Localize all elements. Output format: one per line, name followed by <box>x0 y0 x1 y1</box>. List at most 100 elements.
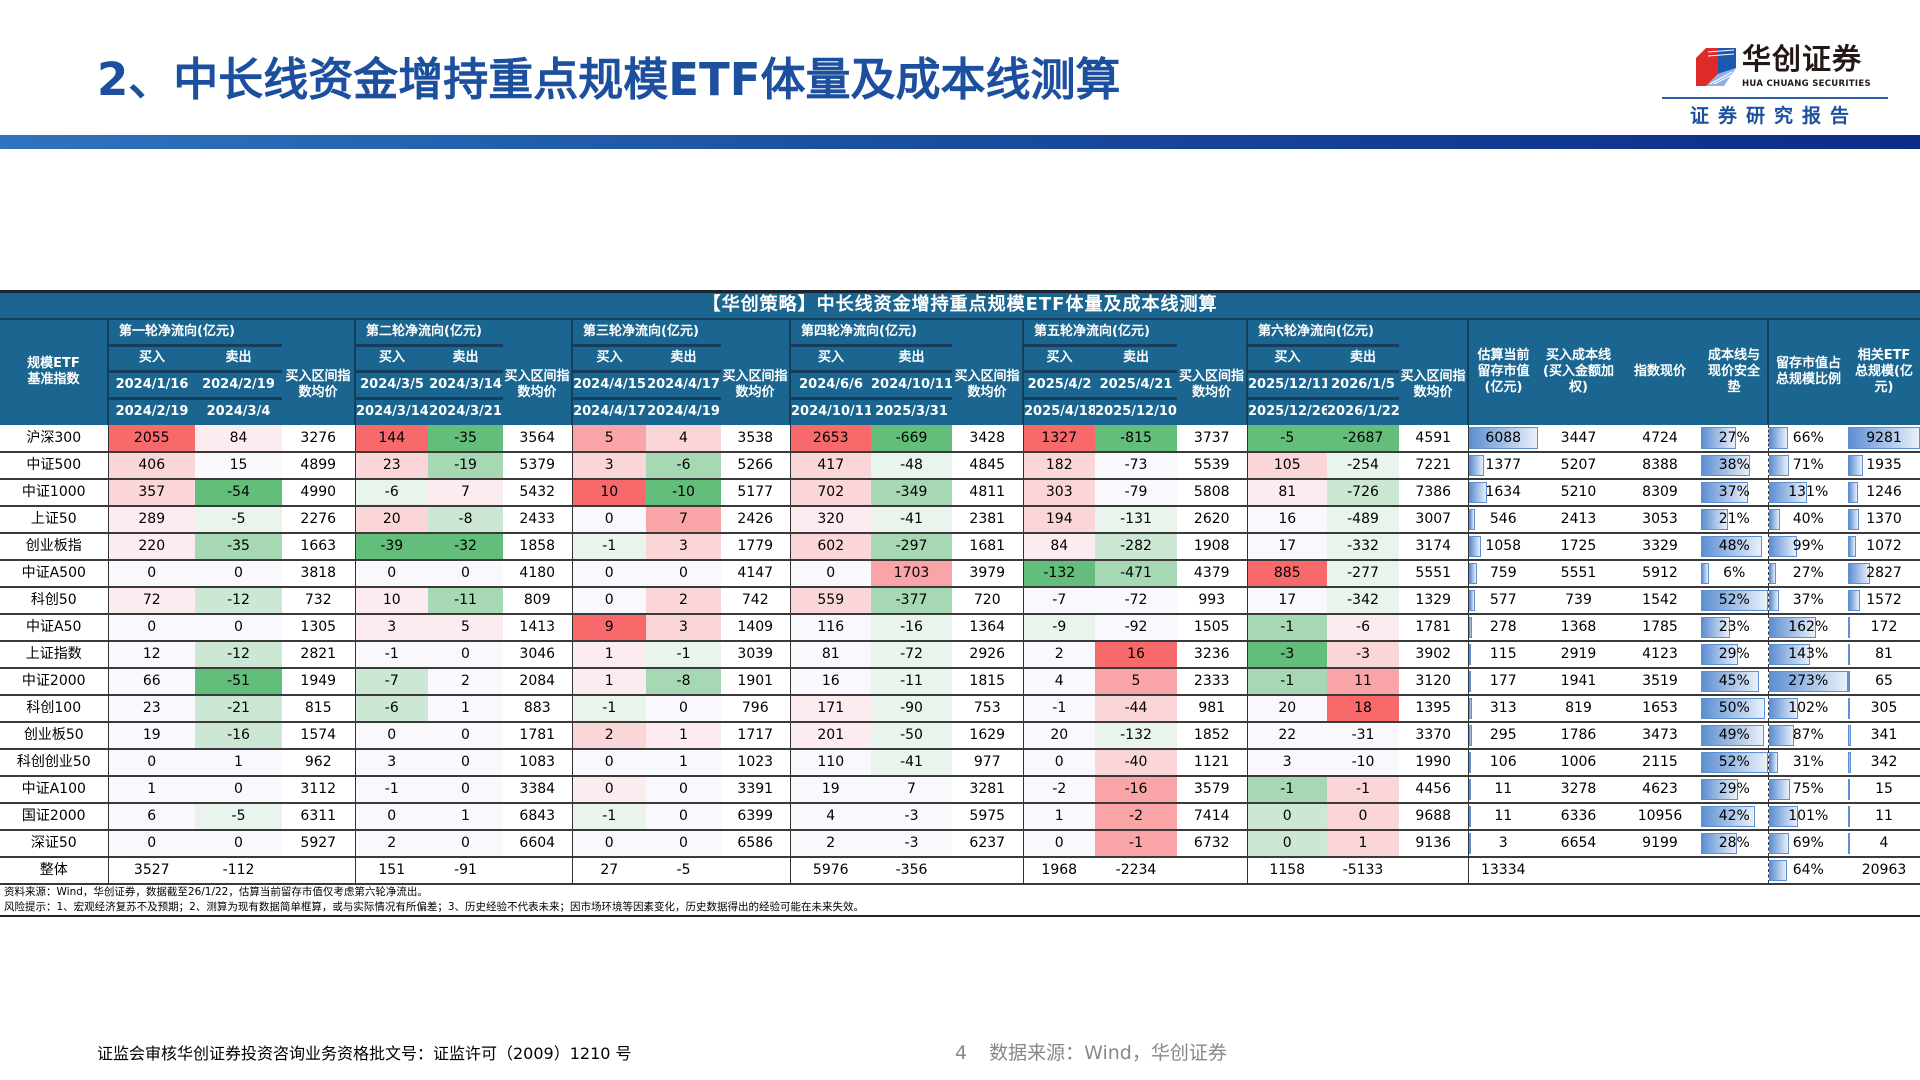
round-5-avg-value: 7414 <box>1177 802 1247 831</box>
round-3-buy-value: 10 <box>571 478 646 507</box>
round-5-sell-value: -16 <box>1095 775 1177 804</box>
round-4-buy-value: 2 <box>789 829 871 858</box>
index-name: 中证A100 <box>0 775 108 804</box>
index-price-value <box>1619 856 1701 885</box>
round-4-buy-value: 702 <box>789 478 871 507</box>
cost-line-value: 1786 <box>1538 721 1619 750</box>
round-2-buy-value: 151 <box>354 856 428 885</box>
data-bar <box>1769 454 1790 476</box>
round-6-buy-value: 22 <box>1246 721 1327 750</box>
round-2-avg-value: 3046 <box>503 640 572 669</box>
round-2-sell-value: 1 <box>428 694 503 723</box>
round-1-sell-value: -51 <box>195 667 282 696</box>
round-2-sell-value: 0 <box>428 748 503 777</box>
round-4-buy-value: 0 <box>789 559 871 588</box>
round-5-buy-value: 1 <box>1022 802 1095 831</box>
sell-start-date: 2025/4/21 <box>1095 371 1177 400</box>
round-1-sell-value: 1 <box>195 748 282 777</box>
round-1-avg-value: 3276 <box>282 424 355 453</box>
cell-value: 342 <box>1870 754 1898 770</box>
round-3-sell-value: -6 <box>646 451 721 480</box>
round-2-sell-value: -91 <box>428 856 503 885</box>
round-3-buy-value: 1 <box>571 640 646 669</box>
round-5-sell-value: 5 <box>1095 667 1177 696</box>
cell-value: 37% <box>1792 592 1824 608</box>
round-6-buy-value: 885 <box>1246 559 1327 588</box>
avg-price-header: 买入区间指数均价 <box>503 345 572 425</box>
cell-value: 21% <box>1718 511 1750 527</box>
data-bar <box>1701 426 1736 449</box>
cell-value: 66% <box>1792 429 1824 446</box>
round-5-buy-value: 84 <box>1022 532 1095 561</box>
round-6-header: 第六轮净流向(亿元) <box>1246 318 1399 347</box>
total-scale-value: 342 <box>1848 748 1920 777</box>
index-name: 创业板指 <box>0 532 108 561</box>
index-price-value: 3053 <box>1619 505 1701 534</box>
round-4-sell-value: -90 <box>871 694 952 723</box>
cost-line-value: 1941 <box>1538 667 1619 696</box>
round-2-buy-value: -7 <box>354 667 428 696</box>
safety-pad-value: 23% <box>1701 613 1768 642</box>
cell-value: 1058 <box>1485 538 1522 554</box>
avg-price-header: 买入区间指数均价 <box>1399 345 1468 425</box>
round-3-sell-value: 0 <box>646 802 721 831</box>
round-2-avg-value: 1781 <box>503 721 572 750</box>
round-5-sell-value: -1 <box>1095 829 1177 858</box>
round-2-sell-value: 2 <box>428 667 503 696</box>
round-2-buy-value: -1 <box>354 640 428 669</box>
round-6-sell-value: -489 <box>1327 505 1399 534</box>
round-2-sell-value: 0 <box>428 559 503 588</box>
data-bar <box>1848 643 1851 665</box>
cell-value: 38% <box>1718 457 1750 473</box>
round-6-buy-value: 81 <box>1246 478 1327 507</box>
data-bar <box>1469 643 1471 665</box>
round-4-sell-value: 1703 <box>871 559 952 588</box>
data-bar <box>1469 508 1475 530</box>
safety-pad-value: 52% <box>1701 586 1768 615</box>
cost-line-value: 3447 <box>1538 424 1619 453</box>
data-bar <box>1469 454 1485 476</box>
round-6-buy-value: 1158 <box>1246 856 1327 885</box>
cost-line-value: 5207 <box>1538 451 1619 480</box>
round-4-buy-value: 602 <box>789 532 871 561</box>
round-2-sell-value: -8 <box>428 505 503 534</box>
round-6-buy-value: 3 <box>1246 748 1327 777</box>
cost-line-value: 1368 <box>1538 613 1619 642</box>
page-title: 2、中长线资金增持重点规模ETF体量及成本线测算 <box>97 53 1121 106</box>
round-6-avg-value: 1395 <box>1399 694 1468 723</box>
est-value-value: 1634 <box>1467 478 1538 507</box>
retention-ratio-value: 69% <box>1767 829 1848 858</box>
buy-end-date: 2024/3/14 <box>354 398 428 425</box>
round-2-avg-value: 1083 <box>503 748 572 777</box>
round-4-buy-value: 320 <box>789 505 871 534</box>
total-scale-value: 172 <box>1848 613 1920 642</box>
round-3-avg-value: 1023 <box>721 748 790 777</box>
sell-end-date: 2025/3/31 <box>871 398 952 425</box>
data-bar <box>1769 805 1798 827</box>
round-3-sell-value: 3 <box>646 532 721 561</box>
round-3-buy-value: 3 <box>571 451 646 480</box>
cell-value: 295 <box>1489 727 1517 743</box>
cell-value: 1572 <box>1866 592 1902 608</box>
data-bar <box>1769 832 1789 854</box>
round-2-avg-value: 2433 <box>503 505 572 534</box>
round-1-buy-value: 1 <box>107 775 195 804</box>
round-3-sell-value: 4 <box>646 424 721 453</box>
cost-line-header: 买入成本线(买入金额加权) <box>1538 318 1619 425</box>
index-name-header-line1: 规模ETF <box>27 356 80 371</box>
data-bar <box>1701 724 1764 746</box>
round-2-avg-value: 6843 <box>503 802 572 831</box>
cell-value: 1072 <box>1866 538 1902 554</box>
round-5-sell-value: -131 <box>1095 505 1177 534</box>
safety-pad-value <box>1701 856 1768 885</box>
cell-value: 29% <box>1718 781 1750 797</box>
round-6-avg-value: 9688 <box>1399 802 1468 831</box>
round-4-avg-value: 1364 <box>952 613 1023 642</box>
round-4-avg-value: 1815 <box>952 667 1023 696</box>
round-1-sell-value: 84 <box>195 424 282 453</box>
round-6-sell-value: 18 <box>1327 694 1399 723</box>
round-6-avg-value: 7386 <box>1399 478 1468 507</box>
cell-value: 1935 <box>1866 457 1902 473</box>
round-3-sell-value: -5 <box>646 856 721 885</box>
cell-value: 52% <box>1718 592 1750 608</box>
